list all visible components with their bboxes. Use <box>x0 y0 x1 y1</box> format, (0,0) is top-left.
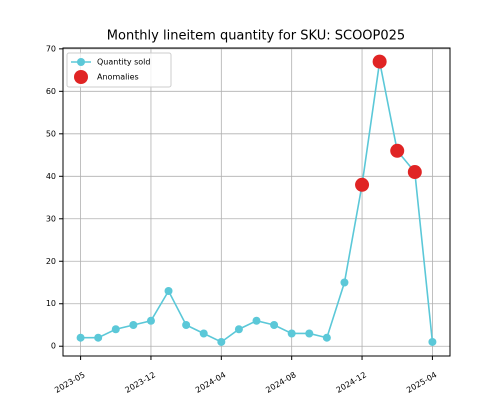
anomaly-point <box>372 54 387 69</box>
point <box>234 325 243 334</box>
x-tick-label: 2024-12 <box>335 370 368 395</box>
legend-marker <box>74 70 88 84</box>
point <box>252 316 261 325</box>
point <box>287 329 296 338</box>
point <box>94 333 103 342</box>
chart-title: Monthly lineitem quantity for SKU: SCOOP… <box>107 29 405 44</box>
plot-frame <box>62 47 451 357</box>
y-tick-label: 70 <box>46 44 56 53</box>
point <box>340 278 349 287</box>
point <box>111 325 120 334</box>
legend-label: Quantity sold <box>97 58 150 67</box>
point <box>305 329 314 338</box>
point <box>76 333 85 342</box>
x-tick-label: 2023-05 <box>53 370 86 395</box>
y-tick-label: 10 <box>46 299 56 308</box>
line <box>80 61 434 343</box>
point <box>164 287 173 296</box>
legend-label: Anomalies <box>97 73 139 82</box>
anomaly-point <box>355 177 370 192</box>
y-tick-label: 20 <box>46 257 56 266</box>
x-tick-label: 2024-08 <box>264 370 297 395</box>
legend-marker <box>77 58 85 66</box>
point <box>270 320 279 329</box>
anomaly-point <box>407 165 422 180</box>
point <box>428 337 437 346</box>
y-tick-label: 30 <box>46 214 56 223</box>
point <box>199 329 208 338</box>
anomaly-point <box>390 143 405 158</box>
y-tick-label: 60 <box>46 87 56 96</box>
point <box>182 320 191 329</box>
x-tick-label: 2024-04 <box>194 370 227 395</box>
legend-box <box>66 52 172 88</box>
y-tick-label: 40 <box>46 172 56 181</box>
point <box>322 333 331 342</box>
x-tick-label: 2025-04 <box>405 370 438 395</box>
point <box>146 316 155 325</box>
point <box>129 320 138 329</box>
point <box>217 337 226 346</box>
y-tick-label: 0 <box>51 342 56 351</box>
y-tick-label: 50 <box>46 129 56 138</box>
x-tick-label: 2023-12 <box>124 370 157 395</box>
